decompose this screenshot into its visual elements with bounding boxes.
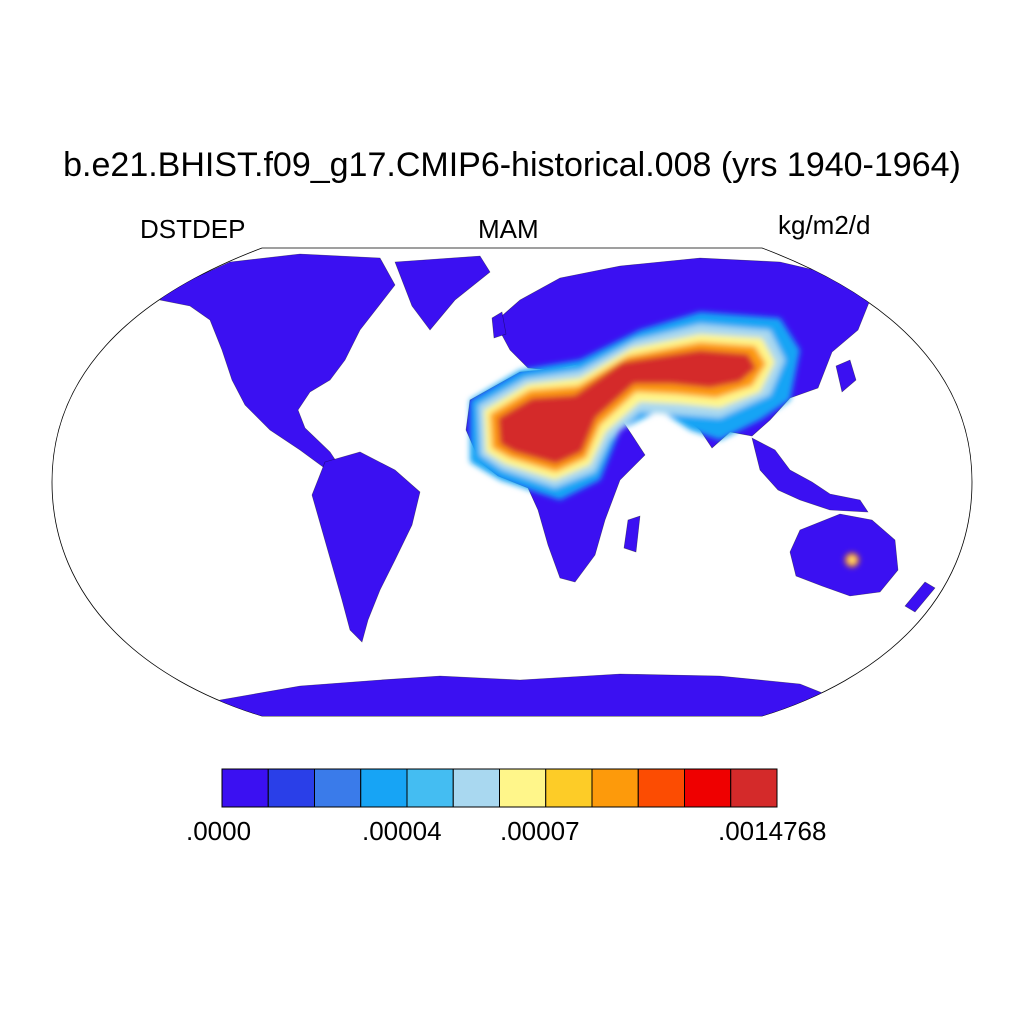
plot-title: b.e21.BHIST.f09_g17.CMIP6-historical.008… xyxy=(63,146,961,184)
colorbar-box-5 xyxy=(452,768,500,808)
land-great-britain xyxy=(491,311,507,339)
colorbar-label-0: .0000 xyxy=(186,816,252,846)
land-southeast-asia xyxy=(751,437,869,513)
colorbar-label-1: .00004 xyxy=(362,816,442,846)
season-label: MAM xyxy=(478,214,539,244)
land-japan xyxy=(835,359,857,393)
colorbar-label-2: .00007 xyxy=(500,816,580,846)
land-new-zealand xyxy=(904,581,936,613)
colorbar-box-1 xyxy=(267,768,315,808)
variable-name-label: DSTDEP xyxy=(140,214,246,244)
colorbar-box-7 xyxy=(545,768,593,808)
colorbar-box-0 xyxy=(221,768,269,808)
land-greenland xyxy=(394,255,491,331)
colorbar-box-4 xyxy=(406,768,454,808)
dust-deposition-field xyxy=(470,312,859,567)
colorbar-box-9 xyxy=(637,768,685,808)
land-south-america xyxy=(311,451,421,643)
land-australia xyxy=(789,513,899,597)
colorbar xyxy=(221,768,778,808)
colorbar-box-10 xyxy=(684,768,732,808)
colorbar-box-2 xyxy=(314,768,362,808)
colorbar-label-3: .0014768 xyxy=(718,816,827,846)
colorbar-box-3 xyxy=(360,768,408,808)
land-madagascar xyxy=(623,515,641,553)
colorbar-box-6 xyxy=(499,768,547,808)
colorbar-box-11 xyxy=(730,768,778,808)
colorbar-box-8 xyxy=(591,768,639,808)
units-label: kg/m2/d xyxy=(778,210,871,240)
land-north-america xyxy=(159,253,396,473)
land-antarctica xyxy=(219,673,841,716)
